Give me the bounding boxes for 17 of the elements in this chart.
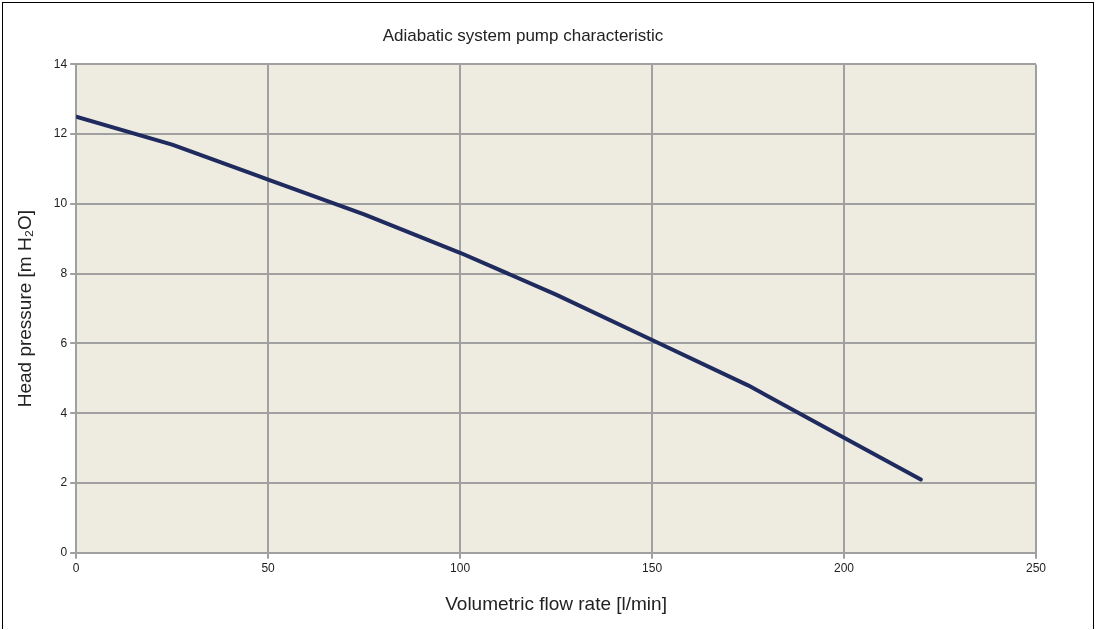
x-tick-label: 250 [1025,561,1047,576]
x-axis-title: Volumetric flow rate [l/min] [445,592,667,614]
x-tick-label: 50 [261,561,276,576]
y-tick-label: 8 [60,266,68,281]
y-tick-label: 14 [53,56,68,71]
y-tick-label: 6 [60,335,68,350]
x-tick-label: 0 [72,561,80,576]
y-tick-label: 4 [60,405,68,420]
y-tick-label: 0 [60,545,68,560]
y-tick-label: 10 [53,196,68,211]
x-tick-label: 100 [450,561,471,576]
y-axis-title: Head pressure [m H₂O] [13,209,35,408]
y-tick-label: 2 [60,475,68,490]
x-tick-label: 150 [642,561,663,576]
y-tick-label: 12 [53,126,68,141]
x-tick-label: 200 [834,561,855,576]
chart-title: Adiabatic system pump characteristic [382,25,664,45]
